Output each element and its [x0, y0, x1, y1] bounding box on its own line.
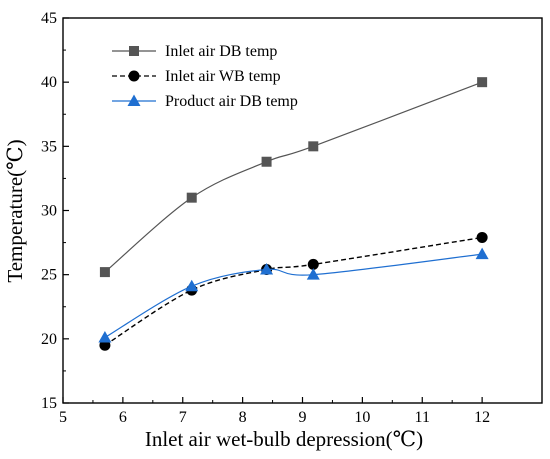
- data-point: [307, 258, 319, 270]
- legend-label: Inlet air DB temp: [165, 43, 277, 60]
- data-point: [308, 141, 319, 152]
- legend-marker: [129, 46, 139, 56]
- y-tick-label: 15: [41, 395, 57, 412]
- legend-item: Product air DB temp: [112, 93, 298, 110]
- series-line: [104, 253, 483, 339]
- legend-item: Inlet air WB temp: [112, 68, 281, 85]
- y-tick-label: 30: [41, 203, 57, 220]
- legend-marker: [128, 70, 140, 82]
- legend-label: Inlet air WB temp: [165, 68, 281, 85]
- data-point: [475, 247, 489, 260]
- x-tick-label: 7: [179, 409, 187, 426]
- data-point: [261, 156, 272, 167]
- series-3: [98, 247, 489, 343]
- series-2: [99, 231, 488, 351]
- data-point: [477, 77, 488, 88]
- x-tick-label: 12: [474, 409, 490, 426]
- y-axis-label: Temperature(℃): [3, 139, 27, 282]
- y-tick-label: 40: [41, 74, 57, 91]
- x-tick-label: 11: [415, 409, 430, 426]
- x-tick-label: 5: [59, 409, 67, 426]
- x-tick-label: 10: [354, 409, 370, 426]
- series-line: [104, 81, 483, 273]
- data-point: [306, 268, 320, 280]
- legend-marker: [127, 94, 141, 106]
- series-1: [99, 77, 488, 278]
- y-tick-label: 35: [41, 138, 57, 155]
- data-point: [99, 267, 110, 278]
- data-point: [98, 331, 112, 343]
- data-point: [476, 231, 488, 243]
- legend: Inlet air DB temp Inlet air WB temp Produc…: [112, 43, 298, 110]
- axis-ticks: 5 6 7 8 9 10 11 12 15 20 25 30 35 40 45: [41, 10, 490, 426]
- legend-item: Inlet air DB temp: [112, 43, 277, 60]
- data-point: [186, 192, 197, 203]
- series-line: [104, 236, 483, 346]
- x-tick-label: 6: [119, 409, 127, 426]
- data-point: [260, 263, 274, 275]
- data-point: [185, 279, 199, 292]
- x-tick-label: 9: [299, 409, 307, 426]
- series-group: [98, 77, 489, 351]
- x-tick-label: 8: [239, 409, 247, 426]
- y-tick-label: 45: [41, 10, 57, 27]
- y-tick-label: 20: [41, 331, 57, 348]
- y-tick-label: 25: [41, 267, 57, 284]
- legend-label: Product air DB temp: [165, 93, 298, 110]
- x-axis-label: Inlet air wet-bulb depression(℃): [145, 427, 423, 451]
